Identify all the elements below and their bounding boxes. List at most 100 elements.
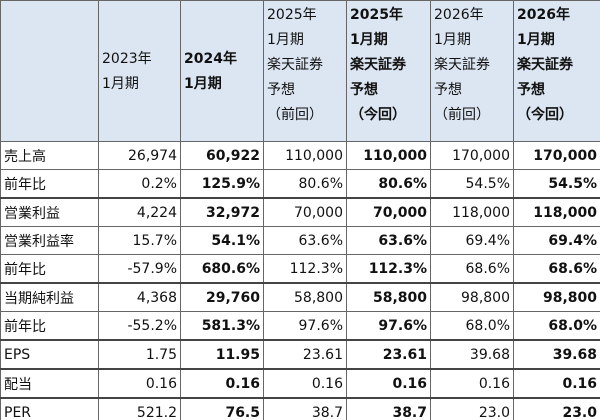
table-row: 前年比 -55.2% 581.3% 97.6% 97.6% 68.0% 68.0%: [0, 311, 600, 341]
row-label: 営業利益: [0, 197, 99, 227]
value-cell: 0.16: [430, 368, 514, 399]
value-cell: 23.0: [513, 397, 600, 420]
row-label: 当期純利益: [0, 282, 99, 312]
value-cell: 69.4%: [430, 226, 514, 255]
table-row: 営業利益率 15.7% 54.1% 63.6% 63.6% 69.4% 69.4%: [0, 226, 600, 255]
value-cell: 70,000: [263, 197, 347, 227]
row-label: 売上高: [0, 141, 99, 170]
header-line: 1月期: [184, 76, 222, 92]
value-cell: 4,224: [98, 197, 181, 227]
value-cell: 80.6%: [263, 169, 347, 199]
value-cell: 70,000: [346, 197, 431, 227]
value-cell: 98,800: [513, 282, 600, 312]
value-cell: 125.9%: [180, 169, 264, 199]
value-cell: 29,760: [180, 282, 264, 312]
header-line: 楽天証券: [517, 57, 573, 73]
row-label: 前年比: [0, 169, 99, 199]
value-cell: 581.3%: [180, 311, 264, 341]
header-line: 1月期: [434, 32, 471, 48]
value-cell: 170,000: [513, 141, 600, 170]
value-cell: 76.5: [180, 397, 264, 420]
value-cell: 80.6%: [346, 169, 431, 199]
value-cell: 0.16: [263, 368, 347, 399]
value-cell: 63.6%: [346, 226, 431, 255]
table-row: 前年比 -57.9% 680.6% 112.3% 112.3% 68.6% 68.6%: [0, 254, 600, 284]
value-cell: 69.4%: [513, 226, 600, 255]
value-cell: 68.6%: [513, 254, 600, 284]
header-cell: 2025年 1月期楽天証券予想 （前回）: [263, 0, 347, 142]
value-cell: 118,000: [430, 197, 514, 227]
row-label: 前年比: [0, 311, 99, 341]
header-line: 1月期: [102, 76, 139, 92]
table-row: 当期純利益 4,368 29,760 58,800 58,800 98,800 98,800: [0, 282, 600, 312]
value-cell: 26,974: [98, 141, 181, 170]
value-cell: 680.6%: [180, 254, 264, 284]
value-cell: 15.7%: [98, 226, 181, 255]
header-line: 2025年: [267, 7, 317, 23]
header-line: 1月期: [267, 32, 304, 48]
header-line: （前回）: [434, 107, 490, 123]
value-cell: 68.0%: [513, 311, 600, 341]
table-row: 配当 0.16 0.16 0.16 0.16 0.16 0.16: [0, 368, 600, 399]
row-label: 営業利益率: [0, 226, 99, 255]
header-line: 予想: [517, 82, 545, 98]
header-line: （前回）: [267, 107, 323, 123]
value-cell: 97.6%: [263, 311, 347, 341]
value-cell: 58,800: [263, 282, 347, 312]
value-cell: 38.7: [263, 397, 347, 420]
header-line: 1月期: [517, 32, 555, 48]
row-label: 配当: [0, 368, 99, 399]
value-cell: 54.1%: [180, 226, 264, 255]
header-line: （今回）: [350, 107, 406, 123]
corner-cell: [0, 0, 99, 142]
value-cell: 118,000: [513, 197, 600, 227]
table-row: PER 521.2 76.5 38.7 38.7 23.0 23.0: [0, 397, 600, 420]
value-cell: 60,922: [180, 141, 264, 170]
value-cell: -55.2%: [98, 311, 181, 341]
value-cell: 23.61: [346, 339, 431, 370]
value-cell: 54.5%: [430, 169, 514, 199]
value-cell: 170,000: [430, 141, 514, 170]
header-cell: 2026年 1月期楽天証券予想 （今回）: [513, 0, 600, 142]
table-row: 営業利益 4,224 32,972 70,000 70,000 118,000 118,00…: [0, 197, 600, 227]
header-line: 楽天証券: [434, 57, 490, 73]
table-body: 売上高 26,974 60,922 110,000 110,000 170,000 170,…: [0, 141, 600, 420]
value-cell: 112.3%: [346, 254, 431, 284]
value-cell: 1.75: [98, 339, 181, 370]
value-cell: 0.16: [346, 368, 431, 399]
header-line: 楽天証券: [267, 57, 323, 73]
value-cell: 63.6%: [263, 226, 347, 255]
row-label: 前年比: [0, 254, 99, 284]
header-line: 予想: [350, 82, 378, 98]
header-line: 2024年: [184, 51, 237, 67]
value-cell: 97.6%: [346, 311, 431, 341]
value-cell: 0.2%: [98, 169, 181, 199]
value-cell: 58,800: [346, 282, 431, 312]
header-line: 2026年: [434, 7, 484, 23]
value-cell: -57.9%: [98, 254, 181, 284]
header-line: 2025年: [350, 7, 403, 23]
header-line: （今回）: [517, 107, 573, 123]
value-cell: 110,000: [346, 141, 431, 170]
table-row: 売上高 26,974 60,922 110,000 110,000 170,000 170,…: [0, 141, 600, 170]
value-cell: 68.0%: [430, 311, 514, 341]
header-cell: 2024年 1月期: [180, 0, 264, 142]
header-row: 2023年 1月期 2024年 1月期 2025年 1月期 楽天証券 予想 （前回） 2025年 1…: [0, 0, 600, 142]
header-cell: 2026年 1月期楽天証券予想 （前回）: [430, 0, 514, 142]
value-cell: 23.61: [263, 339, 347, 370]
header-line: 楽天証券: [350, 57, 406, 73]
header-line: 2026年: [517, 7, 570, 23]
value-cell: 521.2: [98, 397, 181, 420]
value-cell: 98,800: [430, 282, 514, 312]
header-line: 2023年: [102, 51, 152, 67]
header-line: 予想: [434, 82, 462, 98]
header-cell: 2025年 1月期 楽天証券 予想 （今回）: [346, 0, 431, 142]
row-label: PER: [0, 397, 99, 420]
table-row: EPS 1.75 11.95 23.61 23.61 39.68 39.68: [0, 339, 600, 370]
value-cell: 0.16: [513, 368, 600, 399]
value-cell: 39.68: [430, 339, 514, 370]
value-cell: 68.6%: [430, 254, 514, 284]
header-line: 予想: [267, 82, 295, 98]
value-cell: 54.5%: [513, 169, 600, 199]
